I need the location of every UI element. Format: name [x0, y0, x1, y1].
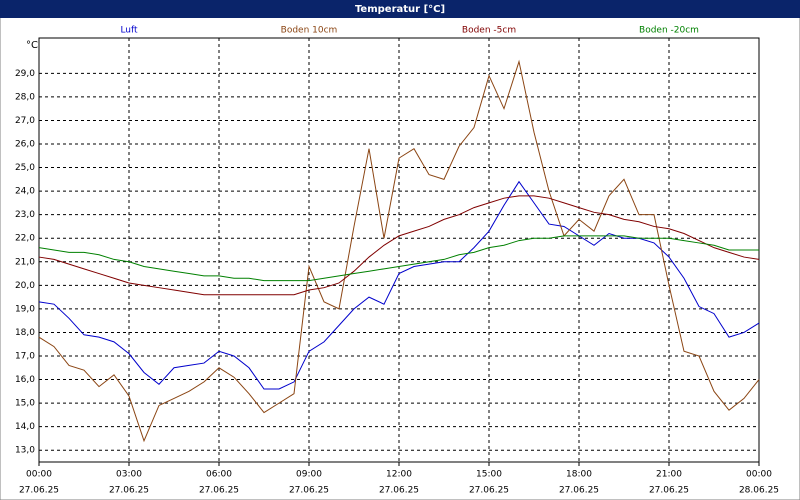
- x-tick-label: 03:00: [116, 470, 142, 480]
- legend-entry: Boden -20cm: [639, 26, 699, 36]
- series-line: [38, 59, 760, 443]
- y-tick-label: 14,0: [15, 422, 35, 432]
- y-tick-label: 17,0: [15, 352, 35, 362]
- x-tick-date: 27.06.25: [649, 486, 689, 496]
- series-line: [38, 195, 760, 296]
- x-tick-date: 27.06.25: [469, 486, 509, 496]
- x-tick-date: 27.06.25: [109, 486, 149, 496]
- x-tick-label: 06:00: [206, 470, 232, 480]
- y-tick-label: 25,0: [15, 163, 35, 173]
- y-tick-label: 23,0: [15, 210, 35, 220]
- x-tick-label: 15:00: [476, 470, 502, 480]
- y-tick-label: 29,0: [15, 69, 35, 79]
- y-tick-label: 22,0: [15, 234, 35, 244]
- x-tick-label: 00:00: [26, 470, 52, 480]
- legend-entry: Boden -5cm: [462, 26, 516, 36]
- y-tick-label: 24,0: [15, 187, 35, 197]
- x-tick-label: 21:00: [656, 470, 682, 480]
- y-tick-label: 20,0: [15, 281, 35, 291]
- y-tick-label: 27,0: [15, 116, 35, 126]
- series-line: [38, 235, 759, 282]
- y-unit: °C: [26, 40, 38, 51]
- legend-entry: Luft: [120, 26, 138, 36]
- x-tick-date: 28.06.25: [739, 486, 779, 496]
- x-tick-date: 27.06.25: [19, 486, 59, 496]
- y-tick-label: 21,0: [15, 257, 35, 267]
- x-tick-date: 27.06.25: [199, 486, 239, 496]
- x-tick-label: 09:00: [296, 470, 322, 480]
- y-tick-label: 13,0: [15, 446, 35, 456]
- y-tick-label: 18,0: [15, 328, 35, 338]
- y-tick-label: 15,0: [15, 399, 35, 409]
- y-tick-label: 26,0: [15, 140, 35, 150]
- chart-title: Temperatur [°C]: [355, 4, 445, 15]
- x-tick-label: 00:00: [746, 470, 772, 480]
- x-tick-date: 27.06.25: [289, 486, 329, 496]
- x-tick-date: 27.06.25: [559, 486, 599, 496]
- x-tick-date: 27.06.25: [379, 486, 419, 496]
- y-tick-label: 16,0: [15, 375, 35, 385]
- x-tick-label: 12:00: [386, 470, 412, 480]
- title-bar: [0, 0, 800, 18]
- y-tick-label: 28,0: [15, 92, 35, 102]
- x-tick-label: 18:00: [566, 470, 592, 480]
- y-tick-label: 19,0: [15, 304, 35, 314]
- legend-entry: Boden 10cm: [281, 26, 338, 36]
